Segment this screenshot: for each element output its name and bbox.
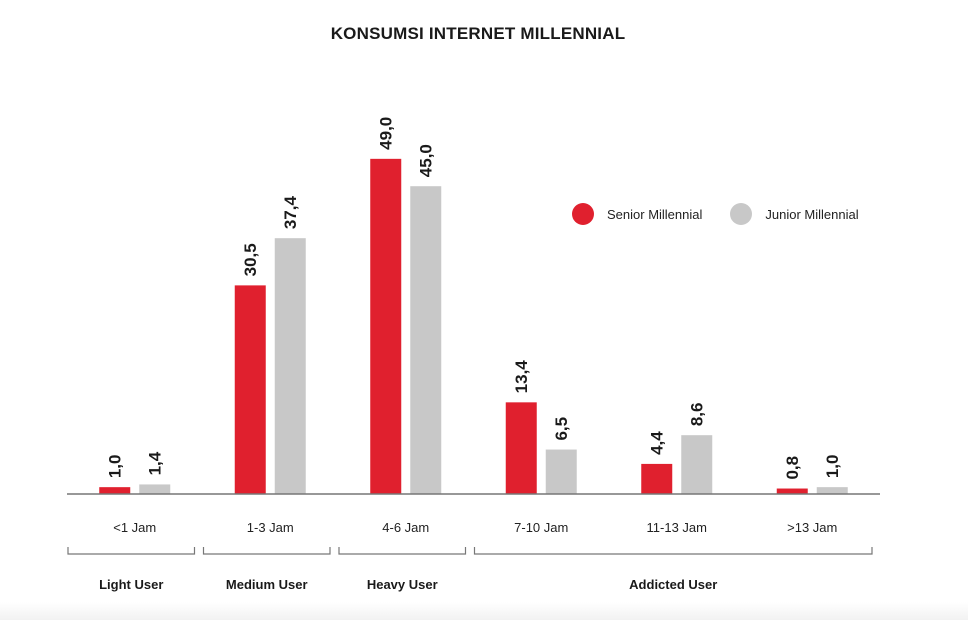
value-label-senior-1: 30,5 [241, 243, 260, 276]
group-label-0: Light User [99, 577, 163, 592]
group-bracket-3 [473, 547, 873, 555]
legend-swatch-junior [730, 203, 753, 225]
bar-junior-2 [410, 186, 442, 494]
x-tick-label-1: 1-3 Jam [247, 520, 294, 535]
x-tick-label-0: <1 Jam [113, 520, 156, 535]
bar-junior-1 [274, 238, 306, 494]
bar-junior-4 [681, 435, 713, 494]
value-label-junior-1: 37,4 [281, 196, 300, 230]
value-label-senior-2: 49,0 [377, 117, 396, 150]
group-bracket-2 [338, 547, 467, 555]
legend-item-senior: Senior Millennial [572, 203, 702, 225]
legend-label-senior: Senior Millennial [607, 206, 703, 222]
bar-senior-0 [99, 487, 131, 494]
value-label-junior-0: 1,4 [146, 451, 165, 475]
x-tick-label-5: >13 Jam [787, 520, 837, 535]
group-bracket-1 [202, 547, 331, 555]
bar-senior-4 [641, 463, 673, 494]
chart-title: KONSUMSI INTERNET MILLENNIAL [330, 24, 626, 43]
legend: Senior Millennial Junior Millennial [572, 203, 887, 225]
value-label-junior-3: 6,5 [552, 417, 571, 441]
x-tick-label-2: 4-6 Jam [382, 520, 429, 535]
group-label-3: Addicted User [629, 577, 717, 592]
bar-senior-1 [234, 285, 266, 494]
value-label-senior-5: 0,8 [783, 456, 802, 480]
bar-senior-3 [505, 402, 537, 494]
value-label-senior-3: 13,4 [512, 360, 531, 394]
bar-junior-0 [139, 484, 171, 494]
legend-label-junior: Junior Millennial [765, 206, 859, 222]
x-tick-label-4: 11-13 Jam [647, 520, 707, 535]
bar-senior-2 [370, 158, 402, 494]
bar-junior-3 [545, 449, 577, 494]
bottom-shadow [0, 602, 968, 620]
legend-swatch-senior [572, 203, 594, 225]
bar-junior-5 [816, 487, 848, 494]
group-bracket-0 [67, 547, 196, 555]
group-label-2: Heavy User [367, 577, 438, 592]
value-label-junior-4: 8,6 [688, 403, 707, 427]
x-tick-label-3: 7-10 Jam [514, 520, 568, 535]
group-label-1: Medium User [226, 577, 308, 592]
value-label-senior-0: 1,0 [106, 455, 125, 479]
legend-item-junior: Junior Millennial [730, 203, 859, 225]
bar-senior-5 [776, 488, 808, 494]
value-label-junior-5: 1,0 [823, 455, 842, 479]
value-label-junior-2: 45,0 [417, 144, 436, 177]
value-label-senior-4: 4,4 [648, 431, 667, 455]
